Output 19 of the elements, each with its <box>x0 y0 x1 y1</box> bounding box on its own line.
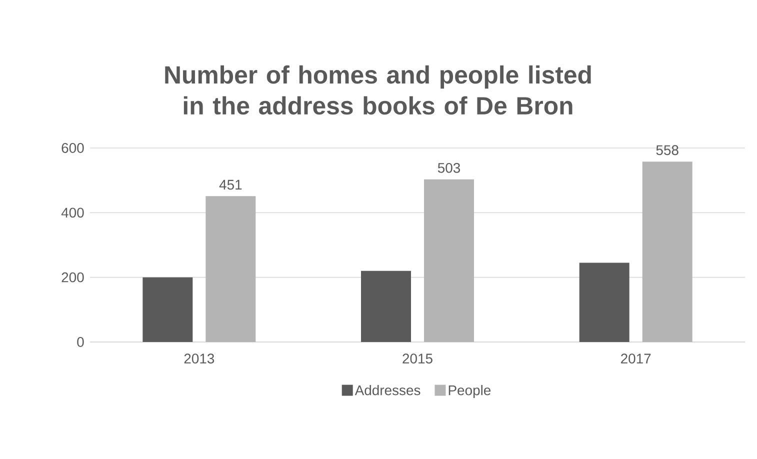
x-tick-label: 2015 <box>402 354 432 364</box>
legend-label: Addresses <box>354 384 420 396</box>
x-tick-label: 2017 <box>621 354 651 364</box>
bar <box>206 196 256 342</box>
x-tick-label: 2013 <box>184 354 214 364</box>
y-tick-label: 400 <box>61 208 84 218</box>
bar <box>424 179 474 342</box>
y-tick-label: 0 <box>77 337 84 347</box>
data-label: 451 <box>219 180 242 190</box>
data-label: 503 <box>438 162 460 173</box>
y-tick-label: 600 <box>62 143 84 153</box>
y-tick-label: 200 <box>62 272 84 282</box>
legend-label: People <box>448 384 491 398</box>
bar <box>579 262 630 342</box>
chart-title: Number of homes and people listed in the address books of De Bron <box>165 65 591 115</box>
bar <box>642 162 692 342</box>
data-label: 558 <box>656 145 678 156</box>
bar <box>142 277 193 342</box>
bar <box>361 270 412 342</box>
